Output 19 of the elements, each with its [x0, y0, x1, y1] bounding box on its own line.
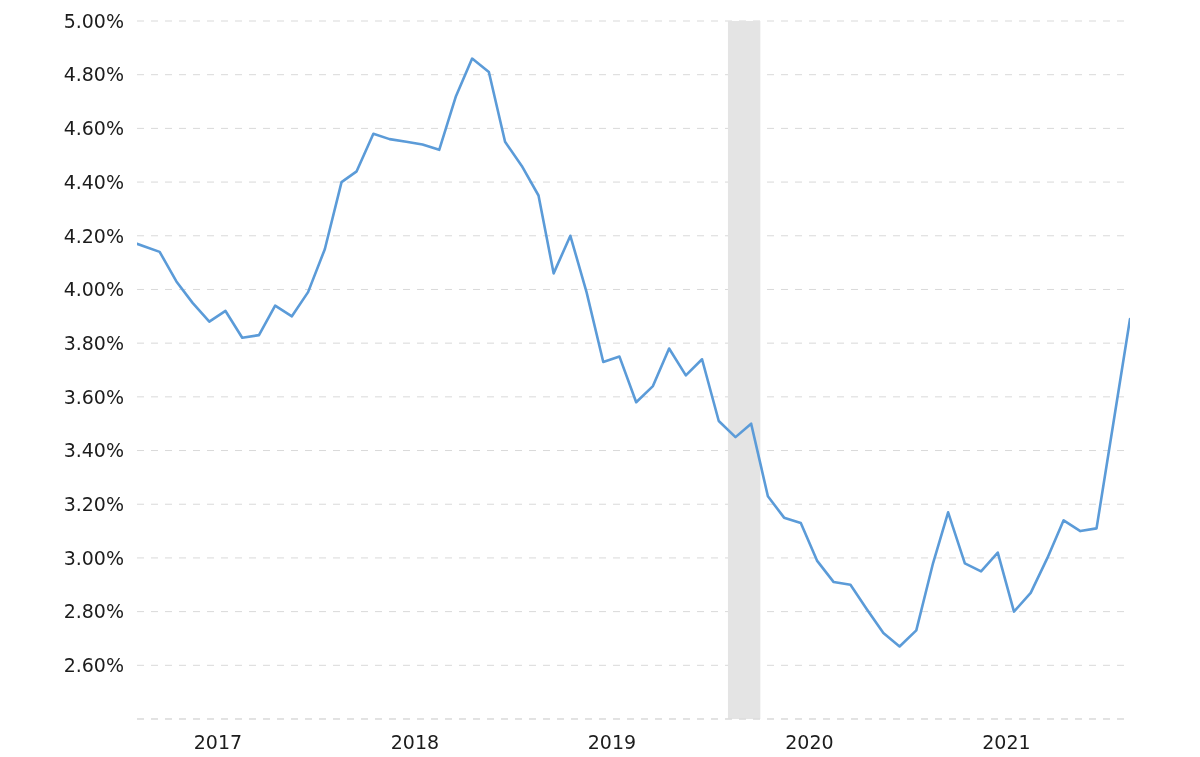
x-tick-label: 2017 — [193, 731, 243, 754]
y-tick-label: 4.40% — [63, 170, 124, 193]
x-tick-label: 2019 — [587, 731, 637, 754]
y-tick-label: 4.80% — [63, 63, 124, 86]
x-tick-label: 2020 — [785, 731, 834, 754]
y-tick-label: 2.80% — [63, 600, 124, 623]
y-tick-label: 4.00% — [63, 278, 124, 301]
y-tick-label: 3.20% — [63, 492, 124, 515]
x-tick-label: 2018 — [390, 731, 440, 754]
y-tick-label: 3.00% — [63, 546, 124, 569]
y-tick-label: 3.40% — [63, 439, 124, 462]
y-tick-label: 3.80% — [63, 331, 124, 354]
line-series — [137, 57, 1130, 648]
y-tick-label: 4.60% — [63, 117, 124, 140]
y-tick-label: 3.60% — [63, 385, 124, 408]
y-tick-label: 5.00% — [63, 9, 124, 32]
y-tick-label: 2.60% — [63, 654, 124, 677]
x-tick-label: 2021 — [982, 731, 1031, 754]
y-tick-label: 4.20% — [63, 224, 124, 247]
